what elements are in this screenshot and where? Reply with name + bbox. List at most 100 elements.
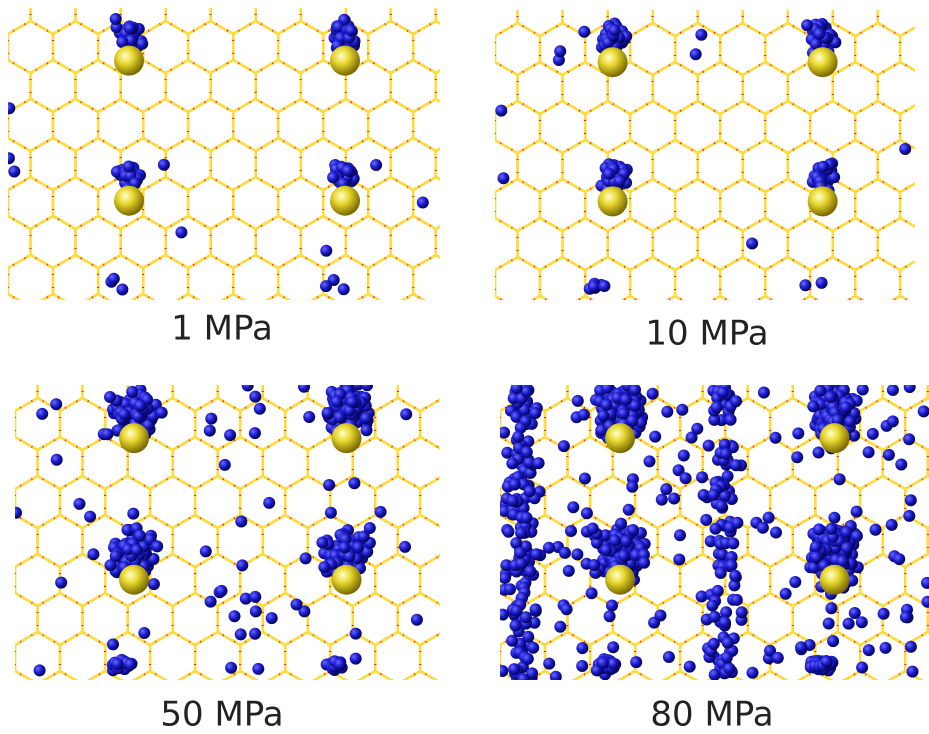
adsorbate-molecule bbox=[121, 543, 134, 556]
adsorbate-molecule bbox=[521, 652, 534, 665]
adsorbate-molecule bbox=[672, 464, 685, 477]
adsorbate-molecule bbox=[769, 431, 782, 444]
adsorbate-molecule bbox=[756, 521, 769, 534]
adsorbate-molecule bbox=[795, 641, 808, 654]
adsorbate-molecule bbox=[707, 637, 720, 650]
adsorbate-molecule bbox=[709, 522, 722, 535]
adsorbate-molecule bbox=[882, 448, 895, 461]
adsorbate-molecule bbox=[746, 666, 759, 679]
adsorbate-molecule bbox=[338, 541, 351, 554]
cation bbox=[114, 185, 144, 216]
adsorbate-molecule bbox=[844, 415, 857, 428]
adsorbate-molecule bbox=[762, 511, 775, 524]
adsorbate-molecule bbox=[263, 496, 276, 509]
adsorbate-molecule bbox=[249, 590, 262, 603]
adsorbate-molecule bbox=[532, 457, 545, 470]
adsorbate-molecule bbox=[862, 644, 875, 657]
adsorbate-molecule bbox=[500, 608, 509, 621]
cation bbox=[807, 47, 838, 78]
adsorbate-molecule bbox=[721, 636, 734, 649]
adsorbate-molecule bbox=[617, 407, 630, 420]
adsorbate-molecule bbox=[346, 395, 359, 408]
adsorbate-molecule bbox=[607, 641, 620, 654]
adsorbate-molecule bbox=[848, 607, 861, 619]
adsorbate-molecule bbox=[508, 663, 521, 676]
adsorbate-molecule bbox=[87, 548, 100, 561]
adsorbate-molecule bbox=[348, 477, 361, 490]
adsorbate-molecule bbox=[138, 627, 151, 639]
adsorbate-molecule bbox=[807, 561, 820, 574]
adsorbate-molecule bbox=[36, 407, 49, 420]
adsorbate-molecule bbox=[691, 422, 704, 435]
adsorbate-molecule bbox=[318, 561, 331, 574]
adsorbate-molecule bbox=[320, 280, 332, 293]
adsorbate-molecule bbox=[708, 413, 721, 426]
adsorbate-molecule bbox=[360, 412, 372, 425]
adsorbate-molecule bbox=[885, 518, 898, 531]
adsorbate-molecule bbox=[801, 19, 814, 32]
adsorbate-molecule bbox=[601, 385, 614, 394]
adsorbate-molecule bbox=[820, 655, 833, 668]
adsorbate-molecule bbox=[715, 499, 728, 512]
adsorbate-molecule bbox=[510, 604, 523, 617]
adsorbate-molecule bbox=[735, 606, 748, 619]
adsorbate-molecule bbox=[559, 546, 571, 559]
adsorbate-molecule bbox=[917, 405, 929, 418]
adsorbate-molecule bbox=[677, 449, 690, 462]
adsorbate-molecule bbox=[241, 385, 254, 392]
adsorbate-molecule bbox=[543, 657, 556, 670]
adsorbate-molecule bbox=[510, 537, 523, 550]
adsorbate-molecule bbox=[899, 143, 912, 155]
adsorbate-molecule bbox=[577, 408, 590, 421]
cation bbox=[119, 423, 149, 454]
adsorbate-molecule bbox=[727, 537, 740, 550]
adsorbate-molecule bbox=[685, 431, 698, 444]
adsorbate-molecule bbox=[679, 472, 692, 485]
adsorbate-molecule bbox=[55, 576, 68, 589]
adsorbate-molecule bbox=[825, 522, 838, 535]
adsorbate-molecule bbox=[116, 283, 129, 296]
adsorbate-molecule bbox=[607, 657, 620, 670]
adsorbate-molecule bbox=[586, 522, 599, 535]
adsorbate-molecule bbox=[718, 616, 731, 629]
adsorbate-molecule bbox=[824, 391, 837, 403]
adsorbate-molecule bbox=[527, 641, 540, 654]
adsorbate-molecule bbox=[8, 152, 15, 165]
adsorbate-molecule bbox=[606, 599, 618, 612]
adsorbate-molecule bbox=[840, 542, 853, 554]
adsorbate-molecule bbox=[554, 620, 567, 633]
adsorbate-molecule bbox=[646, 387, 659, 400]
adsorbate-molecule bbox=[850, 530, 863, 542]
cation bbox=[605, 564, 636, 595]
adsorbate-molecule bbox=[921, 595, 929, 608]
adsorbate-molecule bbox=[903, 433, 916, 446]
adsorbate-molecule bbox=[349, 627, 362, 640]
adsorbate-molecule bbox=[199, 545, 212, 558]
adsorbate-molecule bbox=[831, 414, 844, 426]
adsorbate-molecule bbox=[792, 427, 805, 440]
cation bbox=[330, 185, 360, 216]
adsorbate-molecule bbox=[899, 611, 912, 624]
adsorbate-molecule bbox=[349, 652, 362, 665]
panel bbox=[495, 10, 915, 300]
adsorbate-molecule bbox=[770, 526, 782, 539]
adsorbate-molecule bbox=[704, 535, 717, 548]
adsorbate-molecule bbox=[757, 386, 770, 399]
adsorbate-molecule bbox=[502, 525, 515, 538]
adsorbate-molecule bbox=[111, 657, 124, 670]
panel bbox=[8, 8, 440, 300]
adsorbate-molecule bbox=[560, 603, 573, 616]
adsorbate-molecule bbox=[613, 175, 626, 188]
adsorbate-molecule bbox=[827, 635, 840, 648]
adsorbate-molecule bbox=[361, 385, 374, 392]
adsorbate-molecule bbox=[520, 446, 533, 459]
adsorbate-molecule bbox=[730, 593, 743, 606]
cation bbox=[819, 423, 850, 454]
adsorbate-molecule bbox=[316, 536, 329, 549]
adsorbate-molecule bbox=[716, 386, 729, 399]
adsorbate-molecule bbox=[730, 459, 742, 472]
adsorbate-molecule bbox=[500, 426, 511, 439]
adsorbate-molecule bbox=[522, 630, 535, 643]
adsorbate-molecule bbox=[151, 540, 164, 553]
adsorbate-molecule bbox=[904, 494, 917, 507]
